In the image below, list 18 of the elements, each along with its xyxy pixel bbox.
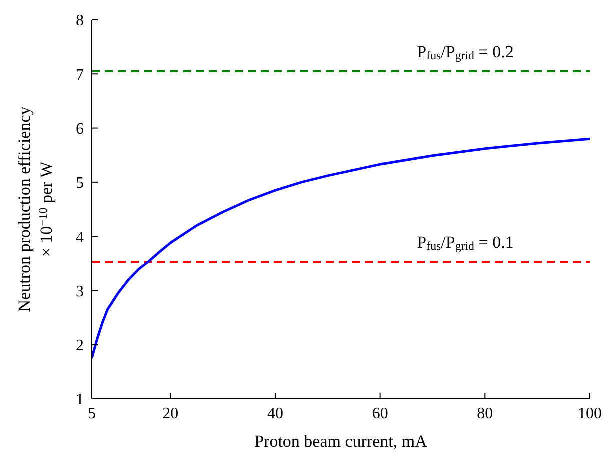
annotation: P$_{fus}$/P$_{grid}$ = 0.1 [417,232,514,253]
y-tick-label: 8 [76,12,84,30]
y-tick-label: 5 [76,175,84,192]
x-tick-label: 5 [88,405,96,422]
x-tick-label: 20 [162,405,179,422]
x-tick-label: 40 [267,405,284,422]
x-tick-label: 60 [372,405,388,422]
y-tick-label: 7 [76,66,84,84]
x-axis-title: Proton beam current, mA [254,432,428,451]
line-series [92,138,590,360]
y-tick-label: 3 [76,283,84,300]
x-tick-label: 80 [477,405,494,422]
y-tick-label: 4 [76,229,84,246]
y-tick-label: 1 [76,392,84,409]
annotation: P$_{fus}$/P$_{grid}$ = 0.2 [417,42,514,62]
y-tick-label: 2 [76,338,84,355]
y-tick-label: 6 [76,120,84,138]
x-tick-label: 100 [578,405,602,422]
